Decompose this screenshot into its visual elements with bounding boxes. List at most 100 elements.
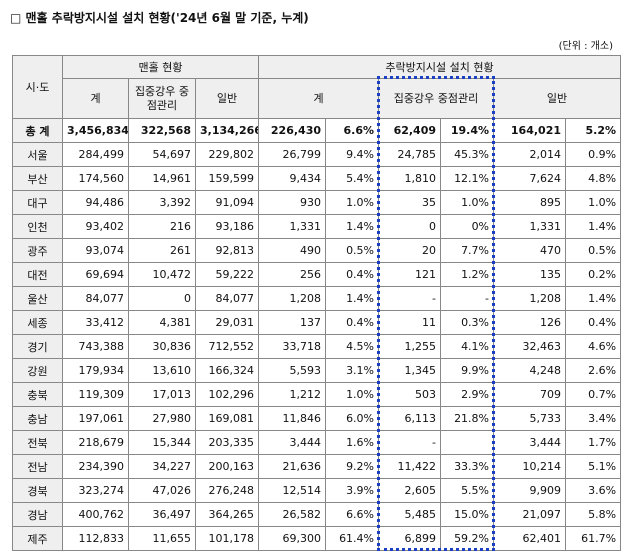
header-cell: 일반 xyxy=(493,78,622,119)
value-cell: 322,568 xyxy=(128,118,196,143)
value-cell: 61.7% xyxy=(565,526,622,551)
value-cell: 1,810 xyxy=(378,166,442,191)
table-row: 서울 284,499 54,697 229,802 26,799 9.4% 24,785 45… xyxy=(12,142,622,167)
header-row: 시·도 맨홀 현황 추락방지시설 설치 현황 xyxy=(12,55,622,119)
value-cell: 1.0% xyxy=(325,382,380,407)
value-cell: 12,514 xyxy=(258,478,327,503)
region-cell: 충북 xyxy=(12,382,63,407)
value-cell: 174,560 xyxy=(62,166,129,191)
value-cell: 169,081 xyxy=(194,406,260,431)
table-body: 총 계 3,456,834 322,568 3,134,266 226,430 6.6% 6… xyxy=(12,118,622,551)
value-cell: 4.5% xyxy=(325,334,380,359)
value-cell: 26,582 xyxy=(258,502,327,527)
value-cell: 3,456,834 xyxy=(62,118,129,143)
region-cell: 전남 xyxy=(12,454,63,479)
value-cell: 7,624 xyxy=(493,166,567,191)
value-cell: 709 xyxy=(493,382,567,407)
table-row: 대전 69,694 10,472 59,222 256 0.4% 121 1.2% 135 0.2… xyxy=(12,262,622,287)
value-cell: 26,799 xyxy=(258,142,327,167)
value-cell: 0.4% xyxy=(325,310,380,335)
value-cell: 15.0% xyxy=(440,502,495,527)
value-cell: 61.4% xyxy=(325,526,380,551)
value-cell: 5.8% xyxy=(565,502,622,527)
value-cell: 84,077 xyxy=(62,286,129,311)
value-cell: 7.7% xyxy=(440,238,495,263)
value-cell: 0 xyxy=(128,286,196,311)
value-cell: 59,222 xyxy=(194,262,260,287)
value-cell: 121 xyxy=(378,262,442,287)
value-cell: 203,335 xyxy=(194,430,260,455)
value-cell: 5.4% xyxy=(325,166,380,191)
value-cell: 9.2% xyxy=(325,454,380,479)
value-cell: 200,163 xyxy=(194,454,260,479)
table-row: 강원 179,934 13,610 166,324 5,593 3.1% 1,345 9.9%… xyxy=(12,358,622,383)
value-cell: 19.4% xyxy=(440,118,495,143)
table-row: 전북 218,679 15,344 203,335 3,444 1.6% -3,444 1.7… xyxy=(12,430,622,455)
value-cell: 9,909 xyxy=(493,478,567,503)
value-cell: 2,605 xyxy=(378,478,442,503)
value-cell: 93,074 xyxy=(62,238,129,263)
table-head: 시·도 맨홀 현황 추락방지시설 설치 현황 계 집중강우 중점관리 일반 계 … xyxy=(12,55,622,119)
value-cell: 13,610 xyxy=(128,358,196,383)
value-cell: 93,402 xyxy=(62,214,129,239)
value-cell: 30,836 xyxy=(128,334,196,359)
value-cell: 166,324 xyxy=(194,358,260,383)
table-row: 경기 743,388 30,836 712,552 33,718 4.5% 1,255 4.1… xyxy=(12,334,622,359)
value-cell: 218,679 xyxy=(62,430,129,455)
value-cell: 3,134,266 xyxy=(194,118,260,143)
value-cell: 4.8% xyxy=(565,166,622,191)
value-cell: 10,214 xyxy=(493,454,567,479)
value-cell: 5.2% xyxy=(565,118,622,143)
value-cell: 45.3% xyxy=(440,142,495,167)
value-cell: 5.5% xyxy=(440,478,495,503)
region-cell: 제주 xyxy=(12,526,63,551)
value-cell: 12.1% xyxy=(440,166,495,191)
value-cell: 234,390 xyxy=(62,454,129,479)
region-cell: 대전 xyxy=(12,262,63,287)
value-cell xyxy=(440,430,495,455)
value-cell: 6.0% xyxy=(325,406,380,431)
value-cell: 102,296 xyxy=(194,382,260,407)
value-cell: 470 xyxy=(493,238,567,263)
table-row: 울산 84,077 0 84,077 1,208 1.4% - -1,208 1.4% xyxy=(12,286,622,311)
value-cell: 54,697 xyxy=(128,142,196,167)
value-cell: 1.4% xyxy=(565,214,622,239)
value-cell: 32,463 xyxy=(493,334,567,359)
value-cell: 92,813 xyxy=(194,238,260,263)
value-cell: 137 xyxy=(258,310,327,335)
value-cell: 216 xyxy=(128,214,196,239)
value-cell: 197,061 xyxy=(62,406,129,431)
header-row: 계 집중강우 중점관리 일반 계 집중강우 중점관리 일반 xyxy=(13,78,622,119)
value-cell: 1,331 xyxy=(258,214,327,239)
value-cell: 0.2% xyxy=(565,262,622,287)
value-cell: 14,961 xyxy=(128,166,196,191)
title: □ 맨홀 추락방지시설 설치 현황('24년 6월 말 기준, 누계) xyxy=(10,11,309,25)
value-cell: 5,485 xyxy=(378,502,442,527)
value-cell: 69,300 xyxy=(258,526,327,551)
header-cell: 일반 xyxy=(194,78,260,119)
value-cell: 11 xyxy=(378,310,442,335)
table-row: 경북 323,274 47,026 276,248 12,514 3.9% 2,605 5.5… xyxy=(12,478,622,503)
value-cell: 490 xyxy=(258,238,327,263)
region-cell: 경남 xyxy=(12,502,63,527)
value-cell: 11,422 xyxy=(378,454,442,479)
value-cell: 3.9% xyxy=(325,478,380,503)
value-cell: 229,802 xyxy=(194,142,260,167)
value-cell: 21,636 xyxy=(258,454,327,479)
region-cell: 대구 xyxy=(12,190,63,215)
value-cell: 112,833 xyxy=(62,526,129,551)
value-cell: 5.1% xyxy=(565,454,622,479)
value-cell: 0.5% xyxy=(325,238,380,263)
table-row: 경남 400,762 36,497 364,265 26,582 6.6% 5,485 15.… xyxy=(12,502,622,527)
value-cell: 4,381 xyxy=(128,310,196,335)
value-cell: 364,265 xyxy=(194,502,260,527)
value-cell: 3,392 xyxy=(128,190,196,215)
value-cell: 29,031 xyxy=(194,310,260,335)
region-cell: 세종 xyxy=(12,310,63,335)
value-cell: 0 xyxy=(378,214,442,239)
value-cell: 1.0% xyxy=(325,190,380,215)
value-cell: 0.4% xyxy=(565,310,622,335)
value-cell: 93,186 xyxy=(194,214,260,239)
value-cell: 0.4% xyxy=(325,262,380,287)
value-cell: 930 xyxy=(258,190,327,215)
